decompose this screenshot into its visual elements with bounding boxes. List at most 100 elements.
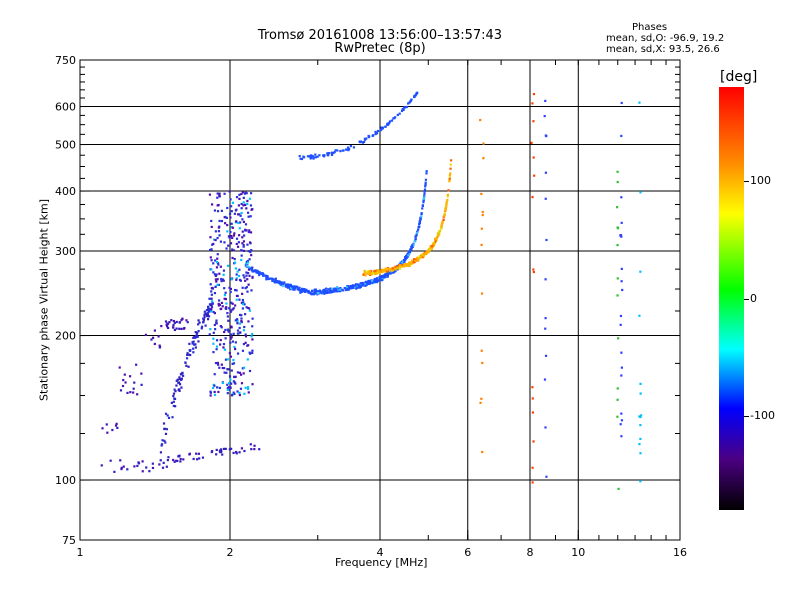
echo-point [345, 286, 349, 289]
echo-point [250, 208, 253, 211]
echo-point [228, 190, 231, 193]
echo-point [244, 229, 247, 232]
echo-point [235, 450, 238, 454]
echo-point [223, 293, 227, 297]
echo-point [119, 459, 122, 462]
echo-point [445, 200, 448, 204]
echo-point [218, 234, 221, 237]
echo-point [544, 426, 547, 429]
echo-point [239, 373, 243, 376]
echo-point [448, 177, 451, 181]
echo-point [228, 236, 231, 239]
echo-point [620, 221, 623, 224]
echo-point [244, 203, 247, 206]
echo-point [195, 458, 199, 461]
echo-point [248, 229, 251, 232]
echo-point [364, 274, 367, 277]
echo-point [210, 305, 214, 309]
echo-point [218, 366, 221, 369]
echo-point [247, 283, 250, 286]
echo-point [314, 153, 317, 156]
echo-point [616, 277, 619, 280]
echo-point [242, 372, 245, 375]
echo-point [217, 203, 220, 207]
echo-point [544, 278, 547, 281]
echo-point [318, 154, 321, 157]
echo-point [240, 317, 243, 320]
echo-point [197, 323, 200, 326]
plot-frame [79, 59, 681, 541]
echo-point [374, 132, 377, 136]
echo-point [226, 383, 229, 386]
echo-point [235, 196, 239, 199]
echo-point [172, 326, 175, 329]
echo-point [241, 191, 244, 194]
echo-point [531, 481, 534, 484]
echo-point [210, 308, 213, 311]
echo-point [334, 149, 337, 152]
echo-point [401, 265, 404, 268]
echo-point [310, 292, 313, 295]
echo-point [184, 361, 187, 364]
echo-point [205, 308, 209, 312]
echo-point [222, 269, 226, 272]
x-tick-label: 1 [77, 546, 84, 559]
echo-point [238, 268, 241, 271]
echo-point [222, 346, 225, 349]
echo-point [386, 272, 390, 276]
echo-point [426, 250, 429, 253]
echo-point [210, 293, 213, 296]
echo-point [176, 459, 179, 463]
echo-point [226, 358, 229, 361]
echo-point [245, 306, 248, 309]
echo-point [620, 435, 623, 438]
echo-point [233, 392, 236, 396]
echo-point [172, 323, 175, 327]
echo-point [215, 321, 218, 324]
echo-point [192, 336, 195, 339]
echo-point [165, 323, 168, 326]
echo-point [225, 371, 228, 374]
echo-point [531, 466, 534, 469]
echo-point [166, 325, 169, 328]
echo-point [616, 170, 619, 173]
echo-point [267, 277, 270, 280]
echo-point [229, 337, 232, 340]
echo-point [412, 258, 416, 261]
echo-point [620, 280, 623, 283]
echo-point [216, 196, 219, 199]
echo-point [220, 280, 223, 283]
echo-point [482, 142, 485, 145]
echo-point [445, 205, 448, 208]
echo-point [370, 279, 374, 282]
echo-point [229, 287, 233, 291]
echo-point [296, 285, 299, 288]
echo-point [305, 289, 308, 292]
echo-point [251, 276, 254, 279]
echo-point [244, 335, 248, 338]
echo-point [368, 280, 371, 283]
echo-point [440, 223, 443, 226]
echo-point [376, 279, 379, 282]
echo-point [115, 422, 118, 425]
echo-point [227, 319, 230, 322]
echo-point [620, 235, 623, 238]
echo-point [230, 382, 233, 385]
echo-point [241, 292, 244, 295]
echo-point [422, 254, 426, 257]
echo-point [241, 307, 245, 310]
echo-point [209, 328, 212, 331]
echo-point [239, 331, 242, 334]
echo-point [438, 231, 441, 234]
echo-point [407, 102, 410, 105]
echo-point [365, 137, 368, 140]
colorbar-tick-label: 0 [750, 291, 757, 305]
echo-point [233, 345, 236, 349]
echo-point [385, 269, 389, 273]
echo-point [221, 381, 225, 385]
echo-point [531, 386, 534, 389]
echo-point [185, 364, 188, 367]
echo-point [239, 214, 242, 217]
echo-point [157, 335, 160, 338]
echo-point [238, 197, 241, 201]
